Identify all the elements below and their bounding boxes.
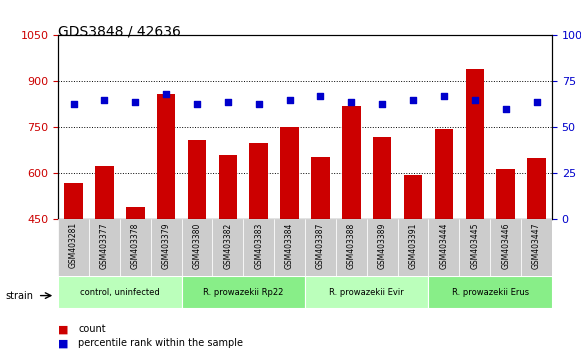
Point [285,97,294,103]
FancyBboxPatch shape [150,219,181,276]
FancyBboxPatch shape [336,219,367,276]
FancyBboxPatch shape [274,219,305,276]
Bar [435,129,453,219]
Point [223,99,232,104]
Point [192,101,202,106]
FancyBboxPatch shape [58,219,89,276]
Point [100,97,109,103]
Text: GSM403379: GSM403379 [162,222,171,269]
Bar [311,156,330,219]
FancyBboxPatch shape [120,219,150,276]
FancyBboxPatch shape [213,219,243,276]
Text: control, uninfected: control, uninfected [80,287,160,297]
Text: GSM403387: GSM403387 [316,222,325,269]
Text: GSM403281: GSM403281 [69,222,78,268]
Bar [126,207,145,219]
Text: GSM403380: GSM403380 [192,222,202,269]
Text: GSM403377: GSM403377 [100,222,109,269]
FancyBboxPatch shape [58,276,181,308]
Point [378,101,387,106]
Text: GSM403384: GSM403384 [285,222,294,269]
Bar [496,169,515,219]
Bar [249,143,268,219]
Text: GSM403447: GSM403447 [532,222,541,269]
Bar [465,69,484,219]
Bar [342,106,361,219]
Text: GDS3848 / 42636: GDS3848 / 42636 [58,25,181,39]
Point [532,99,541,104]
Point [501,106,510,112]
Point [347,99,356,104]
Text: ■: ■ [58,324,69,334]
Text: GSM403383: GSM403383 [254,222,263,269]
Text: GSM403378: GSM403378 [131,222,140,269]
Bar [528,158,546,219]
FancyBboxPatch shape [181,219,213,276]
Bar [373,137,392,219]
Text: strain: strain [6,291,34,301]
Text: R. prowazekii Evir: R. prowazekii Evir [329,287,404,297]
Point [439,93,449,99]
Bar [280,127,299,219]
Bar [218,155,237,219]
FancyBboxPatch shape [521,219,552,276]
FancyBboxPatch shape [243,219,274,276]
Text: GSM403446: GSM403446 [501,222,510,269]
Bar [404,175,422,219]
FancyBboxPatch shape [460,219,490,276]
Point [162,91,171,97]
Point [254,101,263,106]
Text: GSM403382: GSM403382 [223,222,232,269]
Point [408,97,418,103]
Point [470,97,479,103]
Text: GSM403391: GSM403391 [408,222,418,269]
FancyBboxPatch shape [397,219,428,276]
FancyBboxPatch shape [490,219,521,276]
Bar [188,140,206,219]
FancyBboxPatch shape [428,219,460,276]
Point [316,93,325,99]
Text: count: count [78,324,106,334]
Bar [64,183,83,219]
Text: percentile rank within the sample: percentile rank within the sample [78,338,243,348]
FancyBboxPatch shape [367,219,397,276]
FancyBboxPatch shape [305,276,428,308]
Text: R. prowazekii Rp22: R. prowazekii Rp22 [203,287,284,297]
FancyBboxPatch shape [89,219,120,276]
Text: GSM403389: GSM403389 [378,222,387,269]
FancyBboxPatch shape [305,219,336,276]
Text: GSM403445: GSM403445 [470,222,479,269]
Bar [157,94,175,219]
Text: R. prowazekii Erus: R. prowazekii Erus [451,287,529,297]
Text: GSM403444: GSM403444 [439,222,449,269]
Bar [95,166,114,219]
Text: ■: ■ [58,338,69,348]
Point [69,101,78,106]
FancyBboxPatch shape [428,276,552,308]
Point [131,99,140,104]
FancyBboxPatch shape [181,276,305,308]
Text: GSM403388: GSM403388 [347,222,356,269]
